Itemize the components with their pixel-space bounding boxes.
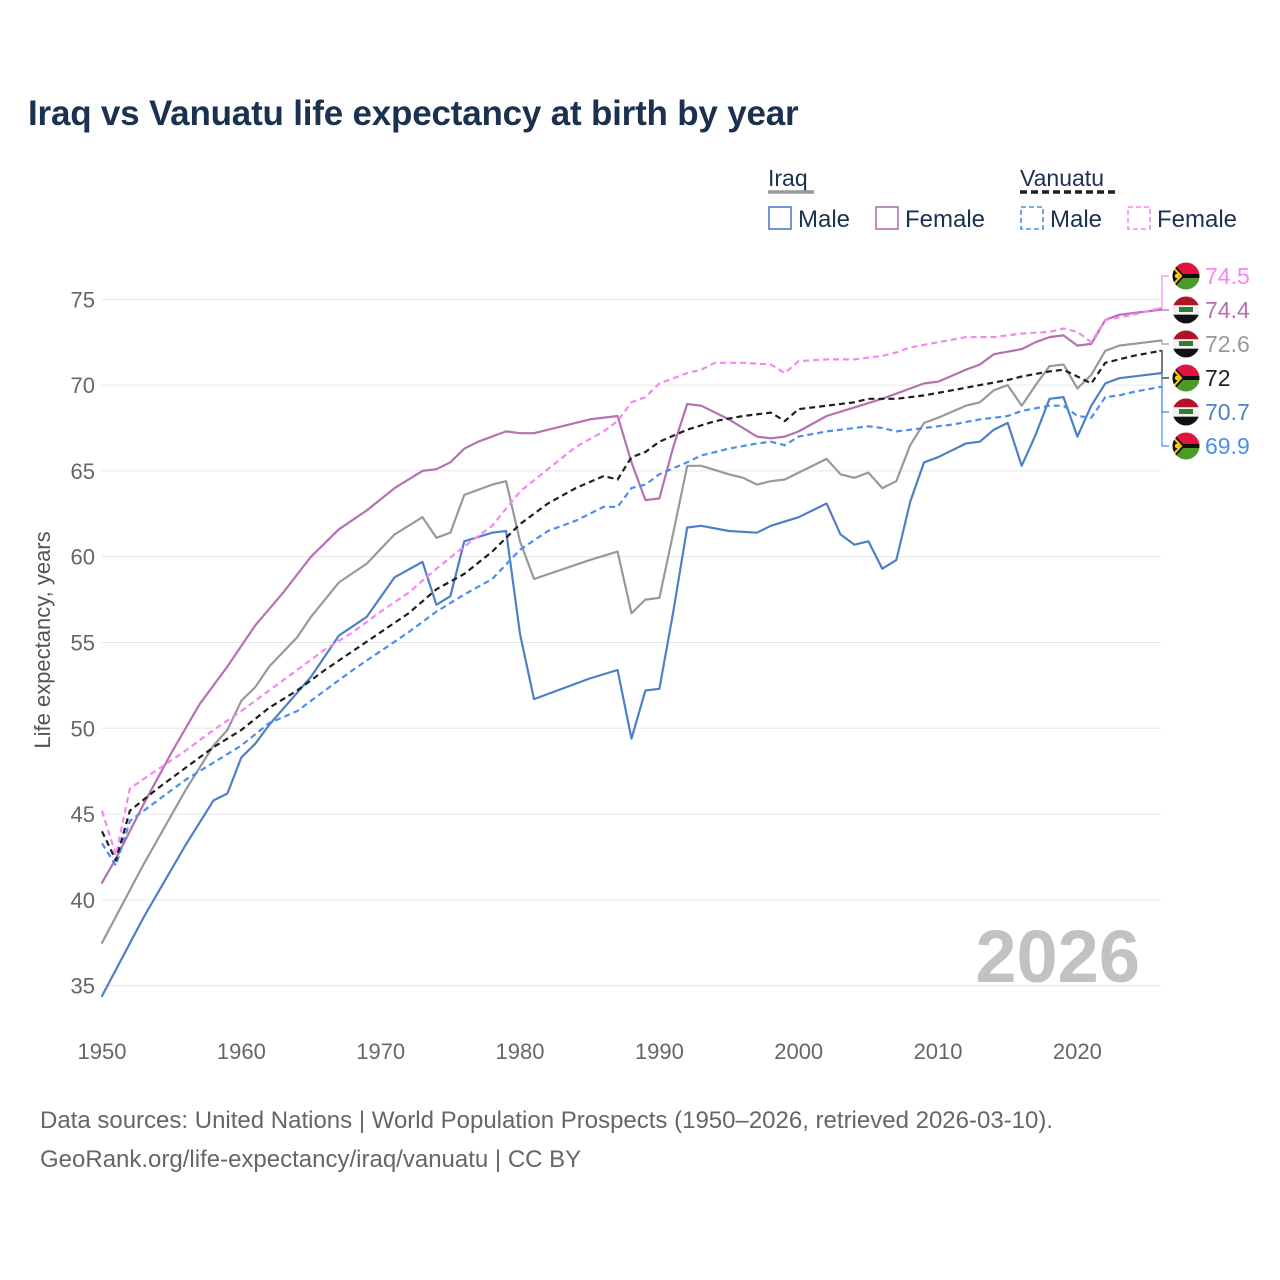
credit-link[interactable]: GeoRank.org/life-expectancy/iraq/vanuatu…	[40, 1146, 582, 1173]
iraq-flag-icon	[1171, 397, 1201, 427]
chart-title: Iraq vs Vanuatu life expectancy at birth…	[28, 94, 799, 133]
legend-label-vanuatu-female[interactable]: Female	[1157, 206, 1237, 233]
series-line-vanuatu-male	[101, 385, 1162, 867]
legend-swatch-vanuatu-female[interactable]	[1127, 206, 1151, 230]
y-tick-label: 40	[71, 888, 95, 913]
end-connector	[1159, 386, 1169, 447]
y-tick-label: 35	[71, 974, 95, 999]
end-connector	[1159, 350, 1169, 379]
series-lines	[100, 306, 1163, 998]
end-value-label: 69.9	[1205, 433, 1250, 459]
legend-swatch-vanuatu-male[interactable]	[1020, 206, 1044, 230]
iraq-flag-icon	[1171, 295, 1201, 325]
series-line-iraq-male	[100, 372, 1163, 998]
end-value-label: 72.6	[1205, 331, 1250, 357]
legend-label-iraq-male[interactable]: Male	[798, 206, 850, 233]
series-line-vanuatu-female	[100, 306, 1162, 857]
y-tick-label: 50	[71, 716, 95, 741]
vanuatu-flag-icon	[1171, 261, 1201, 291]
x-tick-label: 1970	[356, 1039, 405, 1064]
y-tick-label: 75	[71, 287, 95, 312]
legend-label-iraq-female[interactable]: Female	[905, 206, 985, 233]
y-axis-label: Life expectancy, years	[30, 531, 55, 748]
x-tick-label: 1990	[635, 1039, 684, 1064]
x-tick-label: 1960	[217, 1039, 266, 1064]
vanuatu-flag-icon	[1171, 431, 1201, 461]
x-tick-label: 2000	[774, 1039, 823, 1064]
iraq-flag-icon	[1171, 329, 1201, 359]
series-line-iraq	[100, 339, 1163, 944]
y-tick-label: 70	[71, 373, 95, 398]
x-tick-label: 1950	[78, 1039, 127, 1064]
legend-group-vanuatu: Vanuatu	[1020, 165, 1104, 191]
data-source-note: Data sources: United Nations | World Pop…	[40, 1107, 1054, 1134]
y-tick-label: 65	[71, 459, 95, 484]
series-line-iraq-female	[100, 308, 1163, 884]
end-connector	[1159, 372, 1169, 413]
end-value-label: 74.4	[1205, 297, 1250, 323]
legend-label-vanuatu-male[interactable]: Male	[1050, 206, 1102, 233]
x-tick-label: 2010	[914, 1039, 963, 1064]
x-axis-ticks: 1950 1960 1970 1980 1990 2000 2010 2020	[78, 1039, 1102, 1064]
vanuatu-flag-icon	[1171, 363, 1201, 393]
year-watermark: 2026	[975, 915, 1140, 998]
legend-swatch-iraq-male[interactable]	[768, 206, 792, 230]
y-tick-label: 60	[71, 545, 95, 570]
x-tick-label: 2020	[1053, 1039, 1102, 1064]
end-labels: 74.5 74.4 72.6 72 70.7 69.9	[1159, 261, 1250, 461]
legend-swatch-iraq-female[interactable]	[875, 206, 899, 230]
legend-group-iraq: Iraq	[768, 165, 808, 191]
end-connector	[1159, 339, 1169, 345]
end-value-label: 74.5	[1205, 263, 1250, 289]
y-axis-ticks: 35 40 45 50 55 60 65 70 75	[71, 287, 95, 998]
end-value-label: 70.7	[1205, 399, 1250, 425]
grid-lines	[102, 298, 1161, 987]
y-tick-label: 55	[71, 631, 95, 656]
legend: Iraq Male Female Vanuatu Male Female	[768, 165, 1237, 233]
series-line-vanuatu	[101, 349, 1162, 862]
end-value-label: 72	[1205, 365, 1231, 391]
end-connector	[1159, 275, 1169, 309]
x-tick-label: 1980	[496, 1039, 545, 1064]
y-tick-label: 45	[71, 802, 95, 827]
